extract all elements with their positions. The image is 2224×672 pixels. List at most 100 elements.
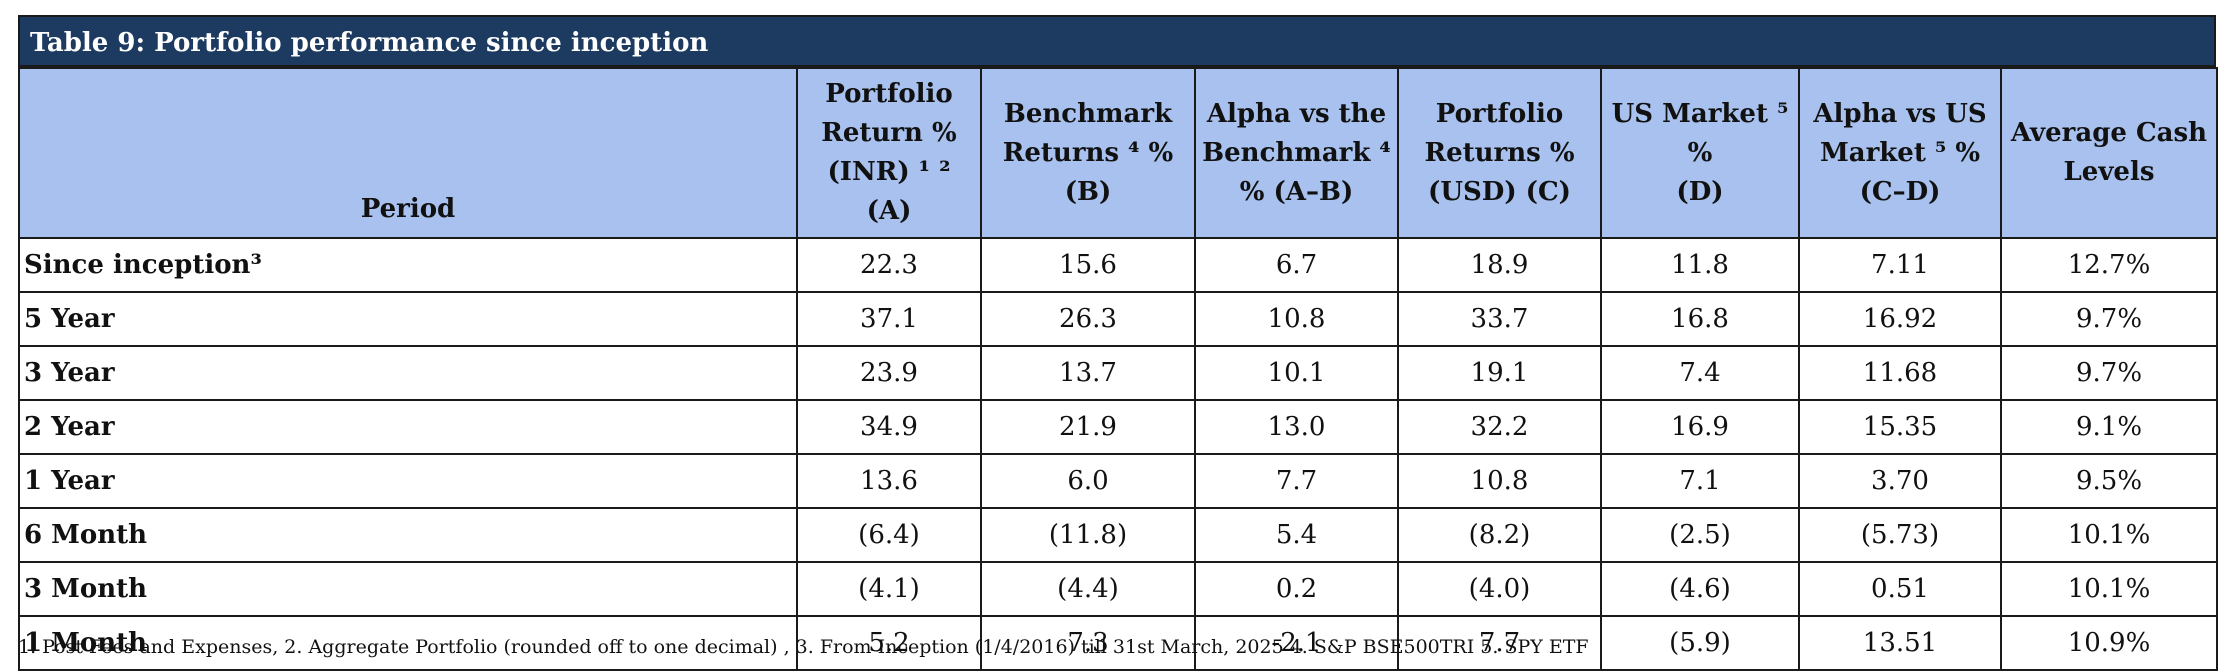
table-cell: 22.3 (796, 237, 982, 293)
column-header-line: Benchmark ⁴ (1202, 137, 1391, 168)
table-row: 1 Year 13.6 6.0 7.7 10.8 7.1 3.70 9.5% (18, 453, 2218, 509)
table-cell: 0.51 (1798, 561, 2002, 617)
column-header-line: (USD) (C) (1428, 176, 1571, 207)
table-cell: 12.7% (2000, 237, 2218, 293)
table-cell: 16.8 (1600, 291, 1800, 347)
column-header-3: Alpha vs the Benchmark ⁴ % (A–B) (1194, 67, 1399, 239)
row-period-label: 3 Month (18, 561, 798, 617)
column-header-line: (D) (1676, 176, 1724, 207)
table-cell: 13.6 (796, 453, 982, 509)
column-header-4: Portfolio Returns % (USD) (C) (1397, 67, 1602, 239)
table-cell: (8.2) (1397, 507, 1602, 563)
table-cell: -2.1 (1194, 615, 1399, 671)
table-cell: 15.35 (1798, 399, 2002, 455)
table-cell: 0.2 (1194, 561, 1399, 617)
column-header-line: % (A–B) (1239, 176, 1354, 207)
portfolio-performance-table-container: Table 9: Portfolio performance since inc… (18, 15, 2218, 671)
table-row: 3 Year 23.9 13.7 10.1 19.1 7.4 11.68 9.7% (18, 345, 2218, 401)
column-header-1: Portfolio Return % (INR) ¹ ² (A) (796, 67, 982, 239)
table-cell: 5.4 (1194, 507, 1399, 563)
column-header-line: Market ⁵ % (1819, 137, 1981, 168)
table-cell: (4.1) (796, 561, 982, 617)
column-header-line: (C–D) (1859, 176, 1941, 207)
table-cell: 16.9 (1600, 399, 1800, 455)
row-period-label: 1 Year (18, 453, 798, 509)
column-header-line: Period (360, 194, 456, 224)
column-header-line: Average Cash (2010, 118, 2208, 148)
table-cell: 15.6 (980, 237, 1196, 293)
table-cell: 10.8 (1397, 453, 1602, 509)
table-cell: 9.7% (2000, 291, 2218, 347)
table-cell: (2.5) (1600, 507, 1800, 563)
table-cell: 7.3 (980, 615, 1196, 671)
table-cell: 18.9 (1397, 237, 1602, 293)
table-cell: 13.51 (1798, 615, 2002, 671)
table-cell: (5.9) (1600, 615, 1800, 671)
table-cell: 6.0 (980, 453, 1196, 509)
table-cell: 7.4 (1600, 345, 1800, 401)
column-header-line: (INR) ¹ ² (A) (827, 157, 951, 226)
table-cell: 13.0 (1194, 399, 1399, 455)
table-row: 3 Month (4.1) (4.4) 0.2 (4.0) (4.6) 0.51 10.1% (18, 561, 2218, 617)
table-title: Table 9: Portfolio performance since inc… (18, 15, 2216, 67)
table-cell: 37.1 (796, 291, 982, 347)
table-cell: 11.68 (1798, 345, 2002, 401)
table-cell: 10.1 (1194, 345, 1399, 401)
table-cell: 7.1 (1600, 453, 1800, 509)
table-cell: 10.1% (2000, 561, 2218, 617)
table-body: Since inception³ 22.3 15.6 6.7 18.9 11.8 7.11 1… (18, 237, 2218, 671)
column-header-line: Returns ⁴ % (B) (1002, 137, 1174, 207)
table-cell: 10.9% (2000, 615, 2218, 671)
table-cell: 3.70 (1798, 453, 2002, 509)
column-header-line: Portfolio (825, 79, 953, 109)
row-period-label: 1 Month (18, 615, 798, 671)
column-header-line: Returns % (1424, 137, 1575, 168)
table-row: 1 Month 5.2 7.3 -2.1 7.7 (5.9) 13.51 10.9% (18, 615, 2218, 671)
table-cell: 33.7 (1397, 291, 1602, 347)
table-cell: 13.7 (980, 345, 1196, 401)
table-cell: 10.1% (2000, 507, 2218, 563)
table-cell: (4.0) (1397, 561, 1602, 617)
table-row: 5 Year 37.1 26.3 10.8 33.7 16.8 16.92 9.7% (18, 291, 2218, 347)
column-header-5: US Market ⁵ % (D) (1600, 67, 1800, 239)
column-header-line: Alpha vs US (1813, 98, 1987, 129)
column-header-line: US Market ⁵ % (1611, 98, 1789, 168)
row-period-label: 2 Year (18, 399, 798, 455)
table-cell: 19.1 (1397, 345, 1602, 401)
column-header-line: Levels (2063, 157, 2155, 187)
table-cell: (4.4) (980, 561, 1196, 617)
table-cell: 7.11 (1798, 237, 2002, 293)
column-header-7: Average Cash Levels (2000, 67, 2218, 239)
column-header-line: Benchmark (1003, 98, 1173, 129)
row-period-label: 5 Year (18, 291, 798, 347)
table-footnote: 1. Post Fees and Expenses, 2. Aggregate … (18, 636, 1589, 658)
table-cell: 16.92 (1798, 291, 2002, 347)
table-cell: 11.8 (1600, 237, 1800, 293)
table-cell: 34.9 (796, 399, 982, 455)
table-cell: 9.5% (2000, 453, 2218, 509)
table-cell: 6.7 (1194, 237, 1399, 293)
row-period-label: Since inception³ (18, 237, 798, 293)
table-cell: 7.7 (1194, 453, 1399, 509)
header-row: Period Portfolio Return % (INR) ¹ ² (A) Benc… (18, 67, 2218, 239)
table-cell: (4.6) (1600, 561, 1800, 617)
table-cell: 10.8 (1194, 291, 1399, 347)
table-row: Since inception³ 22.3 15.6 6.7 18.9 11.8 7.11 1… (18, 237, 2218, 293)
table-cell: 21.9 (980, 399, 1196, 455)
table-cell: 26.3 (980, 291, 1196, 347)
table-row: 2 Year 34.9 21.9 13.0 32.2 16.9 15.35 9.1% (18, 399, 2218, 455)
table-cell: 5.2 (796, 615, 982, 671)
table-cell: (5.73) (1798, 507, 2002, 563)
column-header-period: Period (18, 67, 798, 239)
performance-table: Period Portfolio Return % (INR) ¹ ² (A) Benc… (18, 67, 2218, 671)
column-header-line: Portfolio (1435, 98, 1564, 129)
column-header-2: Benchmark Returns ⁴ % (B) (980, 67, 1196, 239)
table-header: Period Portfolio Return % (INR) ¹ ² (A) Benc… (18, 67, 2218, 239)
row-period-label: 6 Month (18, 507, 798, 563)
column-header-line: Alpha vs the (1206, 98, 1387, 129)
column-header-6: Alpha vs US Market ⁵ % (C–D) (1798, 67, 2002, 239)
column-header-line: Return % (821, 118, 957, 148)
table-cell: 9.1% (2000, 399, 2218, 455)
table-cell: (11.8) (980, 507, 1196, 563)
table-cell: 32.2 (1397, 399, 1602, 455)
